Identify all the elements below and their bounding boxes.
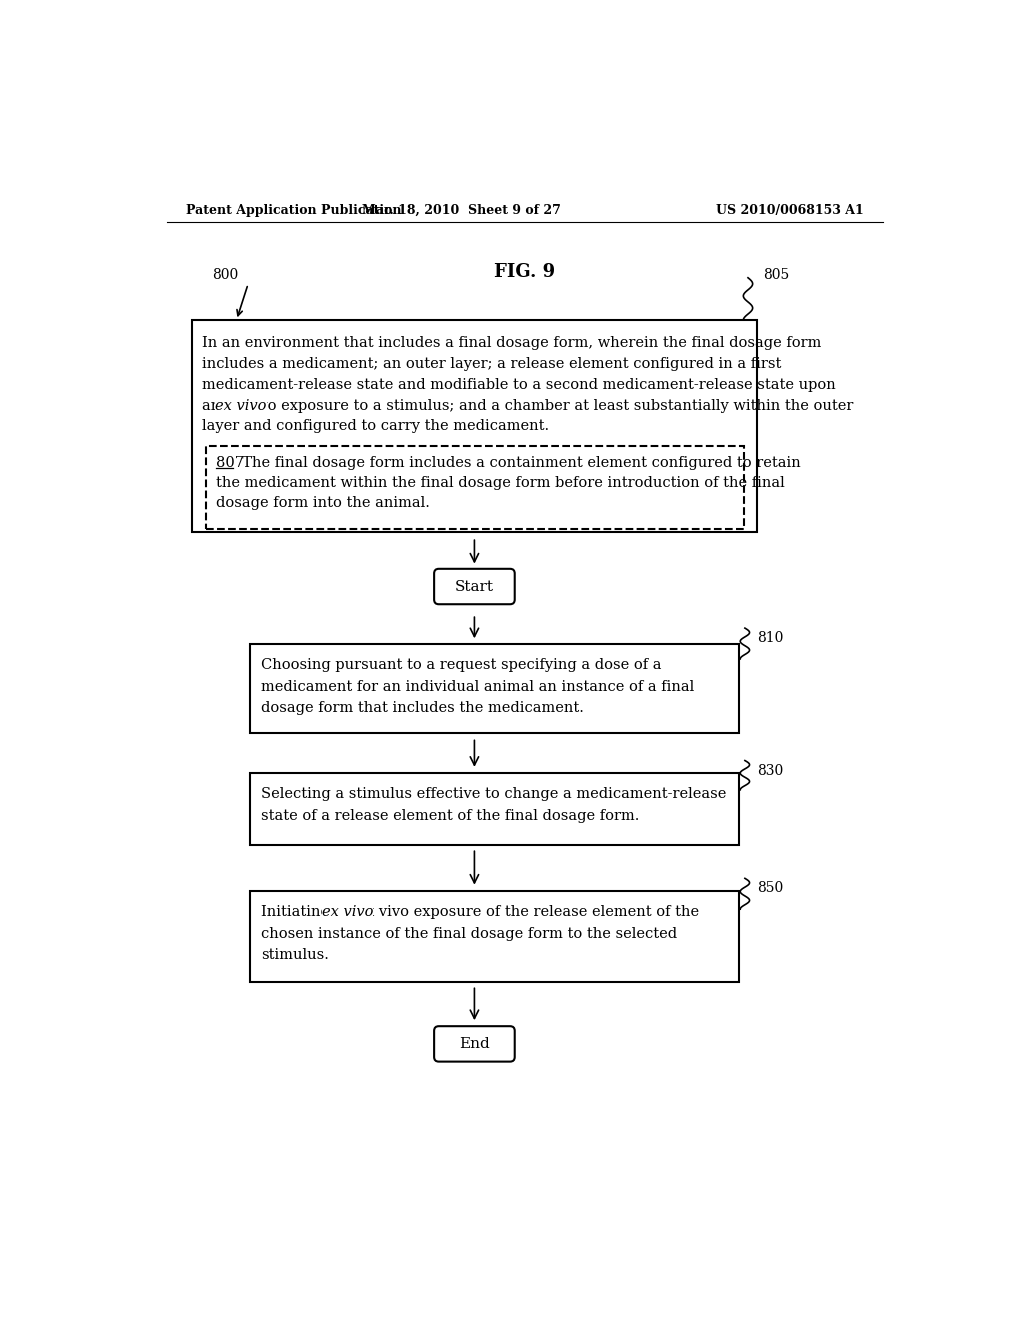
Text: 810: 810 (758, 631, 783, 645)
Text: 807: 807 (216, 455, 245, 470)
Text: The final dosage form includes a containment element configured to retain: The final dosage form includes a contain… (233, 455, 801, 470)
Text: Mar. 18, 2010  Sheet 9 of 27: Mar. 18, 2010 Sheet 9 of 27 (361, 205, 561, 218)
Text: Patent Application Publication: Patent Application Publication (186, 205, 401, 218)
Text: includes a medicament; an outer layer; a release element configured in a first: includes a medicament; an outer layer; a… (203, 356, 781, 371)
Text: stimulus.: stimulus. (261, 948, 329, 962)
FancyBboxPatch shape (191, 321, 758, 532)
FancyBboxPatch shape (206, 446, 744, 529)
Text: dosage form that includes the medicament.: dosage form that includes the medicament… (261, 701, 584, 715)
Text: Start: Start (455, 579, 494, 594)
FancyBboxPatch shape (434, 1026, 515, 1061)
Text: medicament-release state and modifiable to a second medicament-release state upo: medicament-release state and modifiable … (203, 378, 837, 392)
Text: In an environment that includes a final dosage form, wherein the final dosage fo: In an environment that includes a final … (203, 337, 822, 350)
Text: ex vivo: ex vivo (322, 906, 373, 919)
Text: the medicament within the final dosage form before introduction of the final: the medicament within the final dosage f… (216, 475, 785, 490)
Text: ex vivo: ex vivo (215, 399, 266, 413)
Text: an ex vivo exposure to a stimulus; and a chamber at least substantially within t: an ex vivo exposure to a stimulus; and a… (203, 399, 854, 413)
Text: End: End (459, 1038, 489, 1051)
Text: layer and configured to carry the medicament.: layer and configured to carry the medica… (203, 420, 550, 433)
Text: Selecting a stimulus effective to change a medicament-release: Selecting a stimulus effective to change… (261, 788, 727, 801)
Text: dosage form into the animal.: dosage form into the animal. (216, 495, 430, 510)
Text: medicament for an individual animal an instance of a final: medicament for an individual animal an i… (261, 680, 694, 693)
Text: state of a release element of the final dosage form.: state of a release element of the final … (261, 809, 640, 822)
Text: 800: 800 (212, 268, 238, 282)
FancyBboxPatch shape (434, 569, 515, 605)
Text: US 2010/0068153 A1: US 2010/0068153 A1 (717, 205, 864, 218)
Text: 830: 830 (758, 763, 783, 777)
Text: Initiating an ex vivo exposure of the release element of the: Initiating an ex vivo exposure of the re… (261, 906, 699, 919)
FancyBboxPatch shape (251, 774, 738, 845)
Text: chosen instance of the final dosage form to the selected: chosen instance of the final dosage form… (261, 927, 678, 941)
FancyBboxPatch shape (251, 644, 738, 733)
Text: 805: 805 (764, 268, 790, 282)
Text: FIG. 9: FIG. 9 (495, 264, 555, 281)
FancyBboxPatch shape (251, 891, 738, 982)
Text: 850: 850 (758, 882, 783, 895)
Text: Choosing pursuant to a request specifying a dose of a: Choosing pursuant to a request specifyin… (261, 659, 662, 672)
